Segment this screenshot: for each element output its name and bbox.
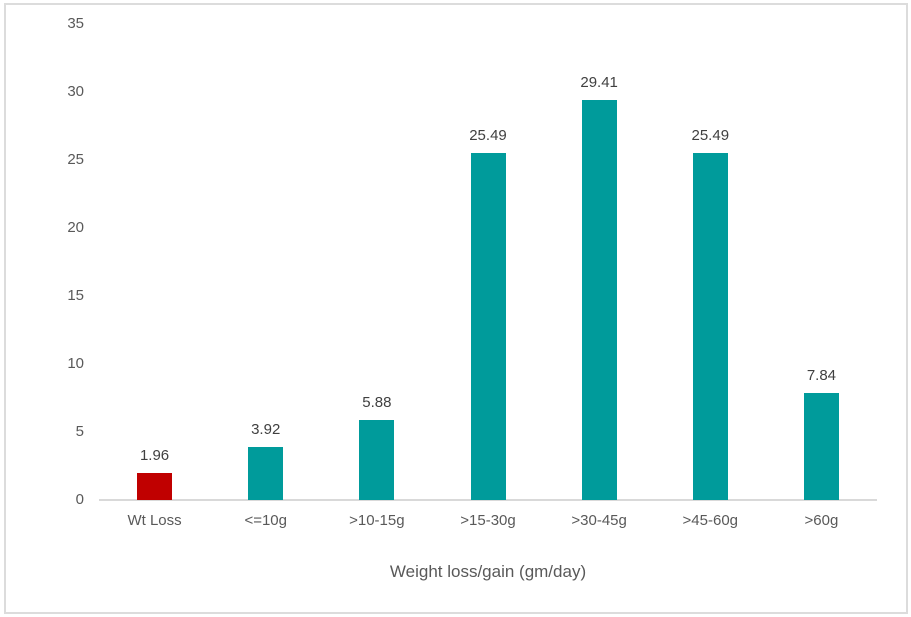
bar (359, 420, 395, 500)
bar-value-label: 25.49 (691, 127, 730, 145)
bar-value-label: 3.92 (251, 420, 281, 438)
y-tick-label: 30 (67, 83, 84, 100)
y-tick-label: 20 (67, 219, 84, 236)
x-tick-label: Wt Loss (127, 512, 182, 529)
y-tick-label: 15 (67, 287, 84, 304)
x-tick-label: >60g (804, 512, 839, 529)
x-tick-label: >45-60g (682, 512, 738, 529)
x-tick-label: <=10g (244, 512, 287, 529)
bar-value-label: 5.88 (362, 394, 392, 412)
bar (137, 473, 173, 500)
x-axis-line (99, 499, 877, 501)
bar (248, 446, 284, 500)
bar (803, 393, 839, 500)
y-tick-label: 10 (67, 355, 84, 372)
y-tick-label: 25 (67, 151, 84, 168)
y-tick-label: 35 (67, 15, 84, 32)
y-tick-label: 5 (75, 423, 84, 440)
x-tick-label: >15-30g (460, 512, 516, 529)
x-axis-title: Weight loss/gain (gm/day) (389, 562, 587, 581)
bar (470, 153, 506, 500)
bar-value-label: 29.41 (580, 74, 618, 92)
bar-value-label: 25.49 (469, 127, 507, 145)
x-tick-label: >30-45g (571, 512, 627, 529)
y-tick-label: 0 (75, 491, 84, 508)
x-tick-label: >10-15g (349, 512, 405, 529)
bar (581, 100, 617, 500)
bar-value-label: 7.84 (806, 367, 837, 385)
bar-value-label: 1.96 (139, 447, 170, 465)
bar (692, 153, 728, 500)
